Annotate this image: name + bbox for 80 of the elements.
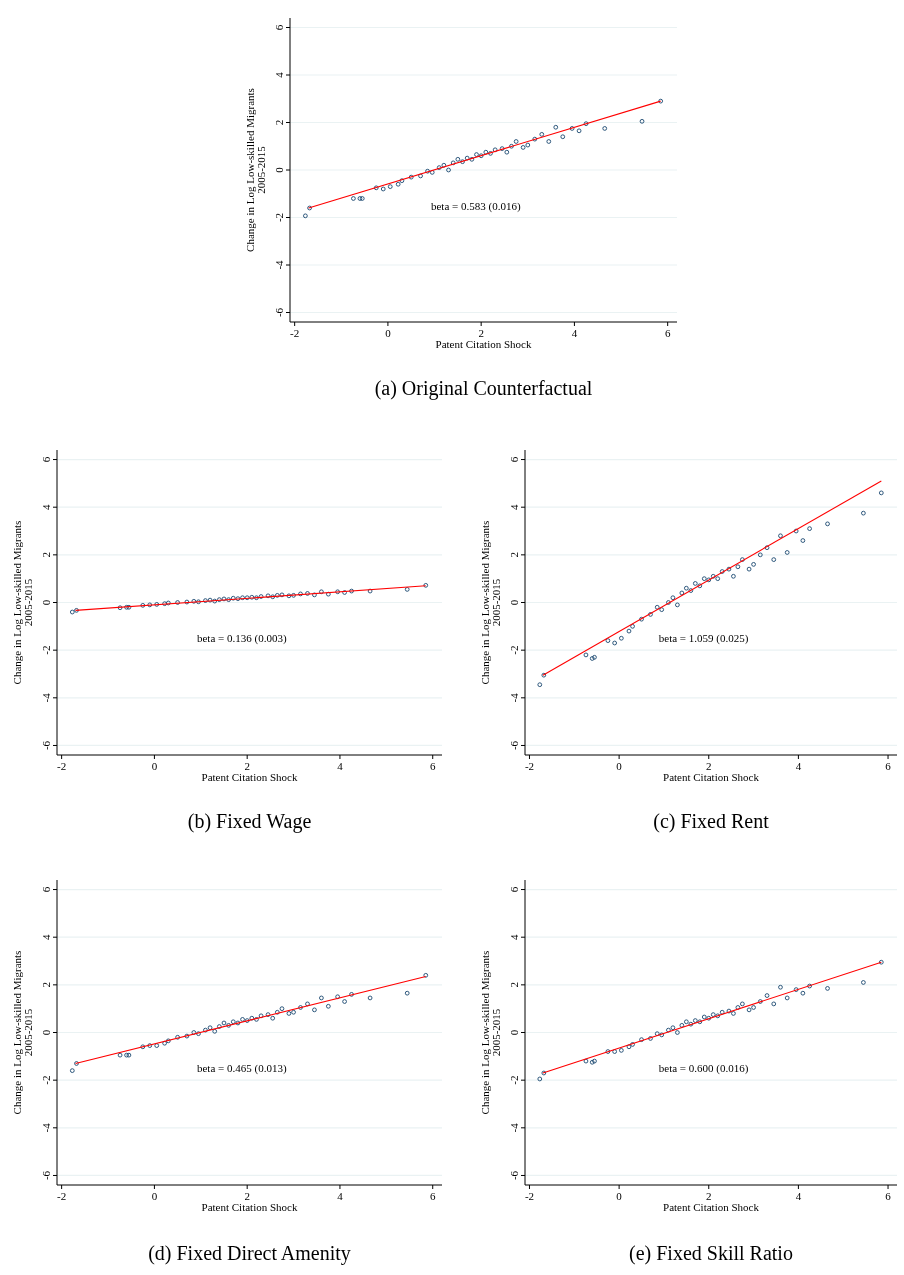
- x-tick-label: 4: [795, 1190, 802, 1202]
- text: (e) Fixed Skill Ratio: [629, 1242, 793, 1265]
- y-tick-label: 4: [508, 503, 520, 510]
- x-tick-label: 0: [616, 760, 623, 772]
- y-tick-label: -2: [273, 212, 285, 223]
- x-tick-label: 0: [385, 327, 392, 339]
- x-axis-title: Patent Citation Shock: [663, 1201, 760, 1213]
- y-tick-label: 2: [508, 982, 520, 988]
- y-tick-label: 6: [508, 886, 520, 893]
- x-tick-label: 2: [706, 760, 712, 772]
- annotation: beta = 0.465 (0.013): [197, 1062, 287, 1076]
- annotation: beta = 1.059 (0.025): [658, 632, 749, 646]
- y-tick-label: -6: [40, 1170, 52, 1181]
- x-axis-title: Patent Citation Shock: [201, 771, 298, 783]
- x-tick-label: 4: [571, 327, 578, 339]
- x-tick-label: -2: [57, 1190, 67, 1202]
- y-tick-label: -2: [508, 645, 520, 655]
- y-axis-title: Change in Log Low-skilled Migrants 2005-2015: [11, 520, 34, 685]
- y-axis-title: Change in Log Low-skilled Migrants 2005-2015: [479, 950, 502, 1115]
- annotation: beta = 0.136 (0.003): [197, 632, 287, 646]
- y-tick-label: 2: [273, 119, 285, 126]
- y-tick-label: 0: [508, 1029, 520, 1036]
- x-tick-label: 6: [885, 760, 892, 772]
- y-tick-label: 2: [40, 552, 52, 558]
- x-tick-label: 2: [706, 1190, 712, 1202]
- y-tick-label: -4: [273, 259, 285, 270]
- y-tick-label: 6: [40, 456, 52, 463]
- y-tick-label: 0: [273, 166, 285, 173]
- x-axis-title: Patent Citation Shock: [201, 1201, 298, 1213]
- y-tick-label: 6: [273, 24, 285, 31]
- y-tick-label: -6: [508, 1170, 520, 1181]
- x-tick-label: 4: [337, 760, 344, 772]
- y-tick-label: -6: [508, 740, 520, 751]
- x-tick-label: 6: [664, 327, 671, 339]
- x-tick-label: 2: [478, 327, 484, 339]
- text: (d) Fixed Direct Amenity: [148, 1242, 351, 1265]
- y-tick-label: -4: [40, 1122, 52, 1133]
- y-tick-label: 6: [508, 456, 520, 463]
- x-tick-label: 2: [244, 760, 250, 772]
- annotation: beta = 0.583 (0.016): [430, 199, 521, 213]
- y-axis-title: Change in Log Low-skilled Migrants 2005-2015: [11, 950, 34, 1115]
- text: (b) Fixed Wage: [187, 810, 312, 833]
- text: (c) Fixed Rent: [653, 810, 770, 833]
- y-tick-label: -6: [273, 307, 285, 318]
- x-tick-label: 6: [885, 1190, 892, 1202]
- y-tick-label: -6: [40, 740, 52, 751]
- x-tick-label: 0: [151, 1190, 158, 1202]
- x-tick-label: 4: [795, 760, 802, 772]
- x-tick-label: -2: [524, 1190, 535, 1202]
- y-tick-label: 6: [40, 886, 52, 893]
- y-tick-label: 0: [40, 1029, 52, 1036]
- x-tick-label: 6: [429, 760, 436, 772]
- x-tick-label: 2: [244, 1190, 250, 1202]
- y-axis-title: Change in Log Low-skilled Migrants 2005-2015: [244, 88, 267, 252]
- y-tick-label: 0: [508, 599, 520, 606]
- y-tick-label: 4: [273, 71, 285, 78]
- x-tick-label: -2: [524, 760, 535, 772]
- y-tick-label: -2: [40, 1075, 52, 1085]
- y-tick-label: -4: [508, 1122, 520, 1133]
- x-tick-label: 0: [151, 760, 158, 772]
- y-tick-label: -2: [508, 1075, 520, 1085]
- x-tick-label: 0: [616, 1190, 623, 1202]
- y-tick-label: -4: [40, 692, 52, 703]
- y-tick-label: -2: [40, 645, 52, 655]
- text: (a) Original Counterfactual: [374, 377, 593, 400]
- x-axis-title: Patent Citation Shock: [435, 338, 532, 350]
- y-tick-label: 2: [40, 982, 52, 988]
- y-tick-label: 4: [40, 933, 52, 940]
- y-tick-label: 4: [508, 933, 520, 940]
- annotation: beta = 0.600 (0.016): [658, 1062, 749, 1076]
- x-tick-label: -2: [57, 760, 67, 772]
- y-tick-label: 2: [508, 552, 520, 558]
- x-axis-title: Patent Citation Shock: [663, 771, 760, 783]
- x-tick-label: 4: [337, 1190, 344, 1202]
- x-tick-label: 6: [429, 1190, 436, 1202]
- y-tick-label: -4: [508, 692, 520, 703]
- y-tick-label: 4: [40, 503, 52, 510]
- y-axis-title: Change in Log Low-skilled Migrants 2005-2015: [479, 520, 502, 685]
- y-tick-label: 0: [40, 599, 52, 606]
- x-tick-label: -2: [290, 327, 300, 339]
